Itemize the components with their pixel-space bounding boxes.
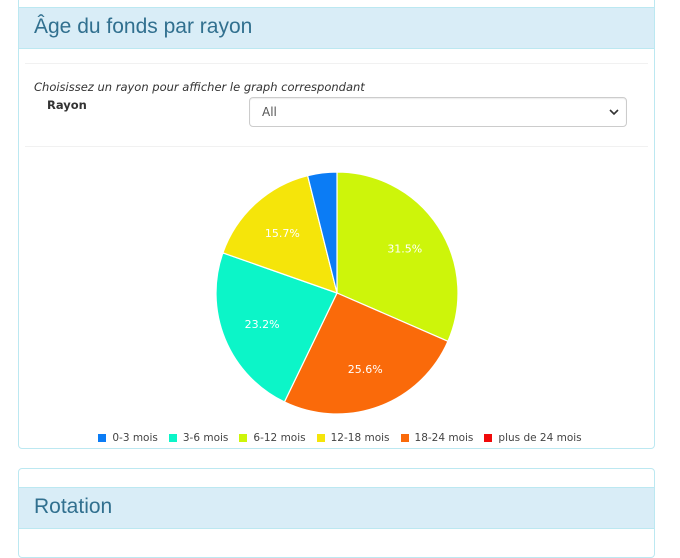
- legend-swatch: [400, 434, 409, 442]
- legend-label: 3-6 mois: [182, 432, 229, 444]
- rotation-panel-heading: Rotation: [19, 487, 654, 529]
- legend-item[interactable]: 18-24 mois: [400, 432, 474, 444]
- legend-label: 6-12 mois: [253, 432, 306, 444]
- legend-item[interactable]: plus de 24 mois: [484, 432, 582, 444]
- legend-label: 0-3 mois: [112, 432, 158, 444]
- rayon-label: Rayon: [47, 98, 87, 112]
- legend-label: plus de 24 mois: [498, 432, 582, 444]
- legend-swatch: [168, 434, 177, 442]
- age-panel-title: Âge du fonds par rayon: [34, 15, 253, 38]
- legend-item[interactable]: 6-12 mois: [239, 432, 306, 444]
- legend-item[interactable]: 0-3 mois: [98, 432, 158, 444]
- filter-hint: Choisissez un rayon pour afficher le gra…: [34, 80, 365, 94]
- age-panel: Âge du fonds par rayon Choisissez un ray…: [18, 0, 655, 449]
- chevron-down-icon: [609, 109, 619, 116]
- legend-swatch: [484, 434, 493, 442]
- rayon-select-value: All: [262, 105, 277, 119]
- legend-swatch: [239, 434, 248, 442]
- legend-swatch: [316, 434, 325, 442]
- rotation-panel: Rotation: [18, 468, 655, 558]
- chart-legend: 0-3 mois 3-6 mois 6-12 mois 12-18 mois 18-24…: [0, 432, 680, 444]
- legend-item[interactable]: 3-6 mois: [168, 432, 229, 444]
- legend-label: 12-18 mois: [330, 432, 390, 444]
- age-panel-heading: Âge du fonds par rayon: [19, 7, 654, 49]
- rayon-select[interactable]: All: [249, 97, 627, 127]
- legend-label: 18-24 mois: [414, 432, 474, 444]
- legend-item[interactable]: 12-18 mois: [316, 432, 390, 444]
- legend-swatch: [98, 434, 107, 442]
- rayon-filter: Choisissez un rayon pour afficher le gra…: [25, 63, 648, 147]
- rotation-panel-title: Rotation: [34, 495, 113, 518]
